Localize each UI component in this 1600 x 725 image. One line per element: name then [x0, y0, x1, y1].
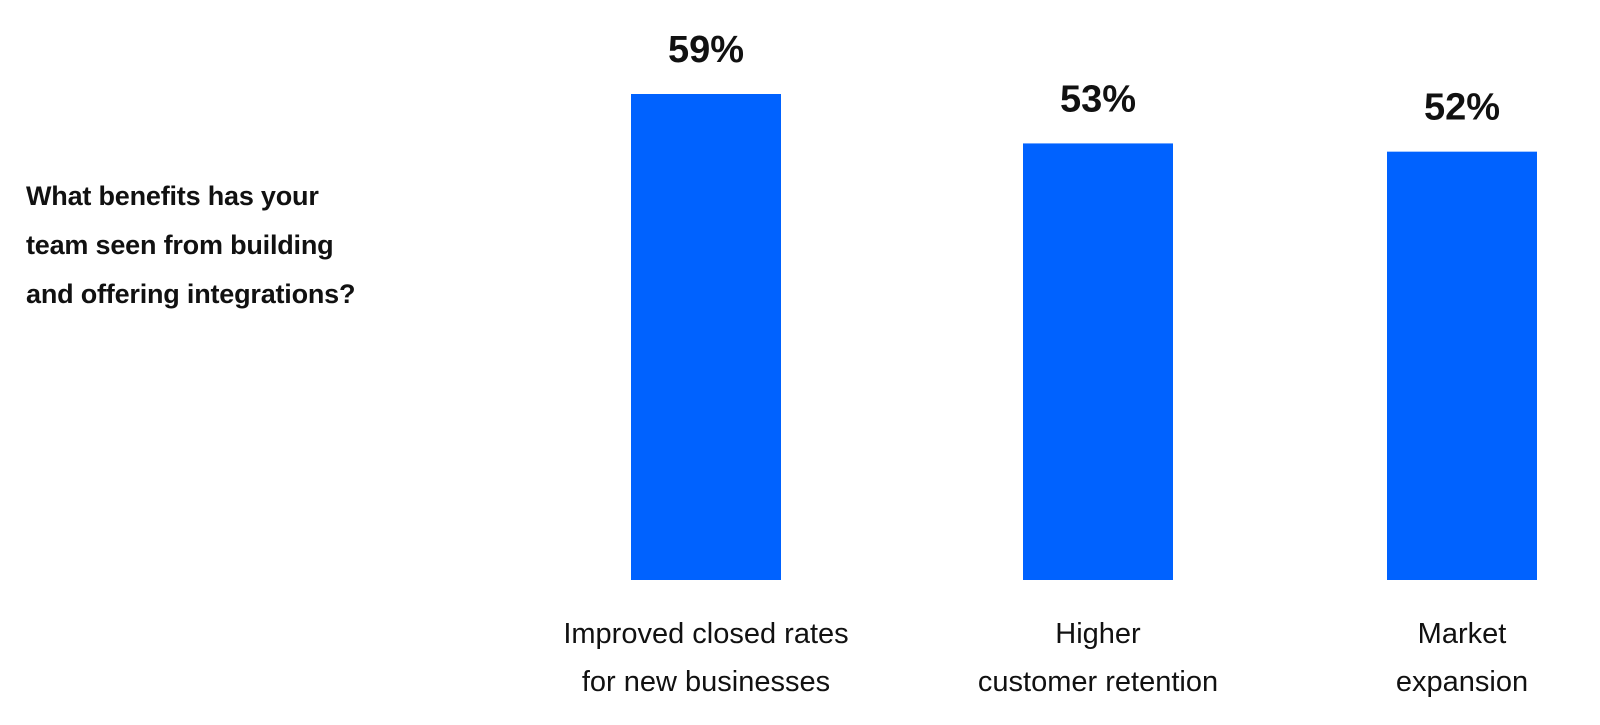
bar-2 [1023, 143, 1173, 581]
category-label: for new businesses [582, 666, 830, 698]
bar-value-label: 59% [668, 29, 744, 71]
bar-value-label: 53% [1060, 78, 1136, 120]
category-label: expansion [1396, 666, 1528, 698]
category-label: Improved closed rates [563, 618, 848, 650]
category-label: Higher [1055, 618, 1141, 650]
category-label: Market [1418, 618, 1507, 650]
bar-value-label: 52% [1424, 87, 1500, 129]
category-label: customer retention [978, 666, 1218, 698]
bar-3 [1387, 151, 1537, 580]
chart-question: What benefits has your team seen from bu… [26, 172, 456, 319]
question-line: team seen from building [26, 230, 334, 260]
bar-1 [631, 94, 781, 580]
question-line: and offering integrations? [26, 279, 356, 309]
question-line: What benefits has your [26, 181, 319, 211]
